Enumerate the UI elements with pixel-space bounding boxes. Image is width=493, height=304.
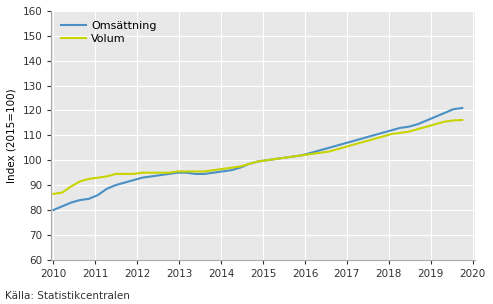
Volum	[68, 185, 74, 188]
Omsättning	[388, 129, 394, 132]
Volum	[344, 145, 350, 148]
Omsättning	[140, 176, 145, 179]
Omsättning	[166, 172, 172, 176]
Omsättning	[379, 131, 385, 135]
Volum	[388, 132, 394, 136]
Omsättning	[112, 183, 118, 187]
Omsättning	[326, 146, 332, 150]
Line: Volum: Volum	[53, 120, 462, 194]
Volum	[326, 150, 332, 153]
Volum	[193, 170, 199, 173]
Volum	[361, 140, 367, 143]
Omsättning	[282, 156, 287, 160]
Volum	[397, 131, 403, 135]
Volum	[86, 177, 92, 181]
Omsättning	[148, 174, 154, 178]
Volum	[219, 167, 225, 171]
Volum	[184, 170, 190, 173]
Omsättning	[433, 115, 439, 119]
Volum	[433, 122, 439, 126]
Text: Källa: Statistikcentralen: Källa: Statistikcentralen	[5, 291, 130, 301]
Volum	[423, 125, 429, 129]
Volum	[175, 170, 181, 173]
Volum	[140, 171, 145, 174]
Volum	[104, 174, 109, 178]
Omsättning	[255, 160, 261, 163]
Omsättning	[290, 155, 296, 158]
Volum	[112, 172, 118, 176]
Volum	[317, 151, 323, 155]
Volum	[308, 152, 314, 156]
Omsättning	[459, 106, 465, 110]
Omsättning	[423, 119, 429, 122]
Omsättning	[406, 125, 412, 129]
Omsättning	[299, 154, 305, 157]
Volum	[237, 165, 243, 168]
Omsättning	[86, 197, 92, 201]
Omsättning	[157, 173, 163, 177]
Volum	[202, 170, 208, 173]
Volum	[415, 127, 421, 131]
Y-axis label: Index (2015=100): Index (2015=100)	[7, 88, 17, 183]
Omsättning	[59, 205, 65, 208]
Omsättning	[344, 141, 350, 145]
Volum	[264, 158, 270, 162]
Omsättning	[193, 172, 199, 176]
Omsättning	[202, 172, 208, 176]
Volum	[166, 171, 172, 174]
Volum	[131, 172, 137, 176]
Omsättning	[77, 198, 83, 202]
Omsättning	[68, 201, 74, 204]
Volum	[442, 120, 448, 123]
Volum	[121, 172, 127, 176]
Omsättning	[95, 193, 101, 197]
Omsättning	[219, 170, 225, 173]
Omsättning	[104, 187, 109, 191]
Omsättning	[131, 178, 137, 182]
Omsättning	[228, 168, 234, 172]
Omsättning	[50, 208, 56, 212]
Omsättning	[415, 122, 421, 126]
Volum	[290, 155, 296, 158]
Volum	[370, 137, 376, 141]
Omsättning	[442, 111, 448, 115]
Volum	[255, 160, 261, 163]
Volum	[451, 119, 457, 122]
Legend: Omsättning, Volum: Omsättning, Volum	[57, 16, 161, 49]
Volum	[352, 142, 358, 146]
Omsättning	[237, 166, 243, 170]
Omsättning	[184, 171, 190, 174]
Omsättning	[246, 162, 252, 166]
Volum	[299, 154, 305, 157]
Omsättning	[308, 151, 314, 155]
Omsättning	[335, 143, 341, 147]
Omsättning	[273, 157, 279, 161]
Omsättning	[451, 107, 457, 111]
Omsättning	[211, 171, 216, 174]
Volum	[335, 147, 341, 151]
Volum	[211, 168, 216, 172]
Volum	[406, 130, 412, 133]
Omsättning	[175, 171, 181, 174]
Volum	[50, 192, 56, 196]
Line: Omsättning: Omsättning	[53, 108, 462, 210]
Omsättning	[352, 139, 358, 142]
Omsättning	[317, 148, 323, 152]
Volum	[459, 118, 465, 122]
Omsättning	[361, 136, 367, 140]
Volum	[77, 180, 83, 183]
Volum	[246, 162, 252, 166]
Volum	[148, 171, 154, 174]
Volum	[95, 176, 101, 179]
Volum	[228, 166, 234, 170]
Volum	[59, 191, 65, 195]
Volum	[157, 171, 163, 174]
Volum	[379, 135, 385, 138]
Volum	[282, 156, 287, 160]
Omsättning	[370, 133, 376, 137]
Omsättning	[121, 181, 127, 185]
Omsättning	[397, 126, 403, 130]
Volum	[273, 157, 279, 161]
Omsättning	[264, 158, 270, 162]
